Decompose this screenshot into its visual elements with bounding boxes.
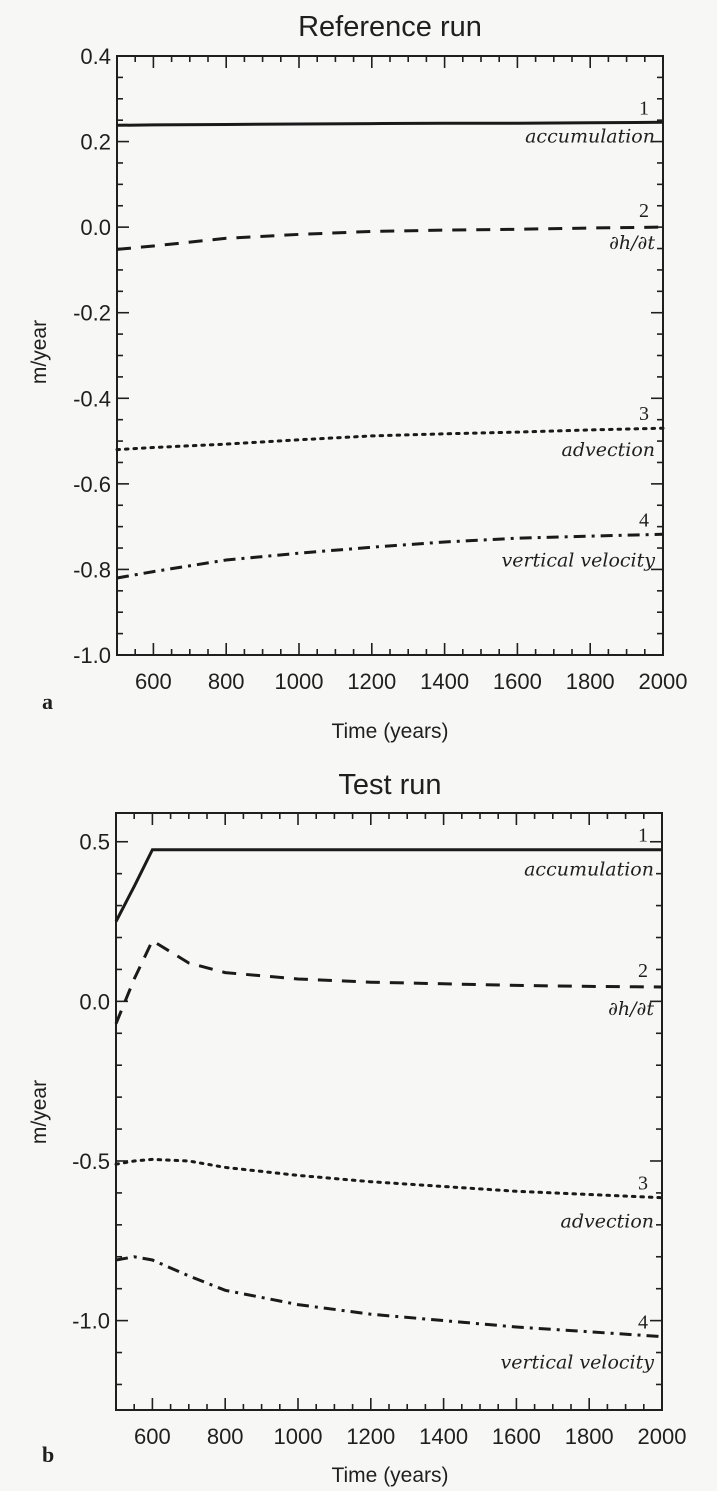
y-tick-label: -0.8	[73, 557, 111, 582]
x-tick-label: 1000	[274, 1424, 323, 1449]
panel-b-y-axis-label: m/year	[28, 1080, 51, 1144]
series-line-h-t	[116, 225, 664, 251]
series-number-label: 4	[639, 509, 649, 531]
x-tick-label: 2000	[638, 1424, 687, 1449]
series-number-label: 3	[638, 1173, 648, 1195]
x-tick-label: 1200	[346, 1424, 395, 1449]
series-line-vertical-velocity	[115, 1255, 663, 1339]
x-tick-label: 1000	[275, 669, 324, 694]
x-tick-label: 1400	[420, 669, 469, 694]
series-number-label: 4	[638, 1312, 648, 1334]
x-tick-label: 1600	[493, 669, 542, 694]
series-line-accumulation	[114, 848, 662, 923]
x-tick-label: 1600	[492, 1424, 541, 1449]
y-tick-label: -0.2	[73, 301, 111, 326]
y-tick-label: 0.5	[79, 830, 110, 855]
plot-area-b: 600 800 1000 1200 1400 1600 1800 2000 -1.0 -0.5 0.…	[72, 812, 687, 1449]
series-name-label: accumulation	[525, 125, 655, 147]
y-tick-label: -1.0	[72, 1309, 110, 1334]
series-number-label: 1	[639, 97, 649, 119]
series-line-accumulation	[116, 120, 664, 127]
series-number-label: 2	[638, 960, 648, 982]
x-tick-label: 1400	[419, 1424, 468, 1449]
y-tick-label: 0.4	[80, 44, 111, 69]
series-name-label: vertical velocity	[502, 549, 656, 571]
panel-a-x-axis-label: Time (years)	[331, 720, 448, 743]
x-tick-label: 2000	[639, 669, 688, 694]
series-name-label: vertical velocity	[501, 1352, 655, 1374]
series-line-advection	[114, 1157, 664, 1200]
x-tick-label: 800	[207, 1424, 244, 1449]
series-name-label: ∂h/∂t	[608, 998, 654, 1020]
series-line-vertical-velocity	[116, 532, 664, 580]
series-line-advection	[115, 426, 665, 452]
panel-b-x-axis-label: Time (years)	[331, 1464, 448, 1487]
panel-a: Reference run 600 800 1000 1200 1400 1600 1800…	[28, 11, 687, 743]
series-number-label: 2	[639, 200, 649, 222]
series-number-label: 1	[638, 825, 648, 847]
y-tick-label: -0.6	[73, 472, 111, 497]
y-tick-label: -0.4	[73, 386, 111, 411]
panel-a-title: Reference run	[298, 11, 482, 43]
x-tick-label: 800	[208, 669, 245, 694]
y-tick-label: 0.0	[80, 215, 111, 240]
series-line-h-t	[114, 938, 663, 1025]
x-tick-label: 1800	[566, 669, 615, 694]
series-name-label: advection	[561, 1211, 655, 1233]
panel-b: Test run 600 800 1000 1200 1400 1600 1800 2000 -…	[28, 769, 686, 1487]
panel-b-title: Test run	[338, 769, 441, 801]
plot-frame	[115, 812, 663, 1411]
y-tick-label: -1.0	[73, 643, 111, 668]
x-tick-label: 600	[135, 669, 172, 694]
x-tick-label: 1800	[565, 1424, 614, 1449]
x-tick-label: 1200	[347, 669, 396, 694]
panel-b-letter: b	[42, 1442, 54, 1467]
series-number-label: 3	[639, 403, 649, 425]
y-tick-label: 0.2	[80, 130, 111, 155]
series-name-label: ∂h/∂t	[609, 232, 655, 254]
y-tick-label: -0.5	[72, 1149, 110, 1174]
series-name-label: advection	[562, 439, 656, 461]
panel-a-y-axis-label: m/year	[28, 320, 51, 384]
y-tick-label: 0.0	[79, 989, 110, 1014]
series-name-label: accumulation	[524, 859, 654, 881]
panel-a-letter: a	[42, 689, 53, 714]
x-tick-label: 600	[134, 1424, 171, 1449]
plot-area-a: 600 800 1000 1200 1400 1600 1800 2000 -1.0 -0.8 -0…	[73, 44, 687, 694]
